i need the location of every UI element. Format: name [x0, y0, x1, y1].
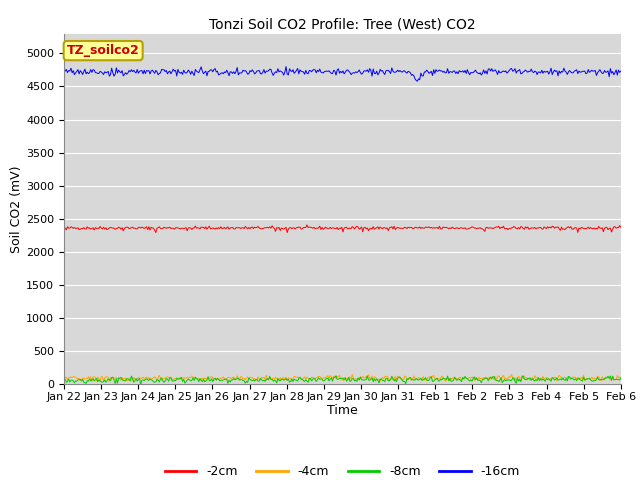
Line: -16cm: -16cm	[64, 67, 621, 81]
-4cm	[60, 376, 68, 382]
Legend: -2cm, -4cm, -8cm, -16cm: -2cm, -4cm, -8cm, -16cm	[160, 460, 525, 480]
-4cm	[234, 376, 242, 382]
-8cm	[568, 376, 576, 382]
-2cm	[374, 224, 381, 230]
-4cm	[568, 374, 576, 380]
-16cm	[60, 70, 68, 76]
-8cm	[234, 375, 242, 381]
-2cm	[401, 225, 408, 230]
-2cm	[152, 230, 159, 236]
-2cm	[234, 225, 242, 231]
-16cm	[413, 78, 421, 84]
-16cm	[568, 70, 576, 76]
-8cm	[470, 374, 478, 380]
-2cm	[472, 225, 479, 231]
-4cm	[617, 375, 625, 381]
Title: Tonzi Soil CO2 Profile: Tree (West) CO2: Tonzi Soil CO2 Profile: Tree (West) CO2	[209, 17, 476, 31]
-4cm	[296, 376, 304, 382]
-4cm	[373, 376, 381, 382]
Text: TZ_soilco2: TZ_soilco2	[67, 44, 140, 57]
-8cm	[617, 375, 625, 381]
Line: -2cm: -2cm	[64, 225, 621, 233]
-16cm	[234, 65, 241, 71]
-4cm	[508, 372, 515, 377]
-8cm	[519, 373, 527, 379]
-16cm	[399, 68, 407, 74]
-8cm	[373, 376, 381, 382]
-4cm	[88, 379, 96, 384]
-16cm	[472, 67, 479, 73]
-2cm	[296, 224, 304, 230]
-2cm	[303, 222, 311, 228]
X-axis label: Time: Time	[327, 405, 358, 418]
-2cm	[568, 226, 576, 232]
-8cm	[399, 379, 407, 384]
-2cm	[60, 225, 68, 230]
Y-axis label: Soil CO2 (mV): Soil CO2 (mV)	[10, 165, 24, 252]
Line: -4cm: -4cm	[64, 374, 621, 382]
-16cm	[617, 68, 625, 74]
-8cm	[296, 374, 304, 380]
-4cm	[470, 377, 478, 383]
-16cm	[373, 68, 381, 74]
-16cm	[282, 64, 290, 70]
-2cm	[617, 224, 625, 230]
-8cm	[60, 378, 68, 384]
-16cm	[296, 67, 304, 72]
-4cm	[399, 377, 407, 383]
-8cm	[137, 382, 145, 388]
Line: -8cm: -8cm	[64, 376, 621, 385]
